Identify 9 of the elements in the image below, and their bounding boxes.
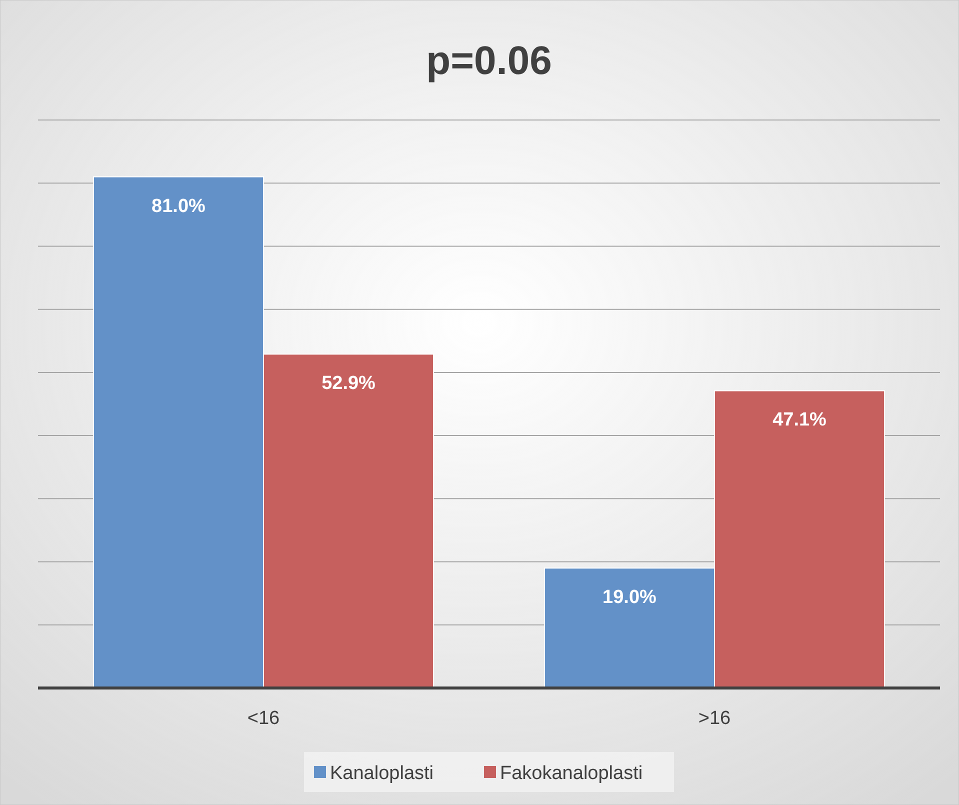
data-label: 81.0% <box>152 196 206 217</box>
data-label: 52.9% <box>322 373 376 394</box>
x-tick-label: <16 <box>247 708 280 729</box>
x-tick-label: >16 <box>698 708 731 729</box>
text: Fakokanaloplasti <box>500 763 643 784</box>
chart-title: p=0.06 <box>426 39 552 83</box>
legend-label: Kanaloplasti <box>330 763 434 784</box>
data-label: 47.1% <box>772 410 827 431</box>
data-label: 19.0% <box>602 587 657 608</box>
